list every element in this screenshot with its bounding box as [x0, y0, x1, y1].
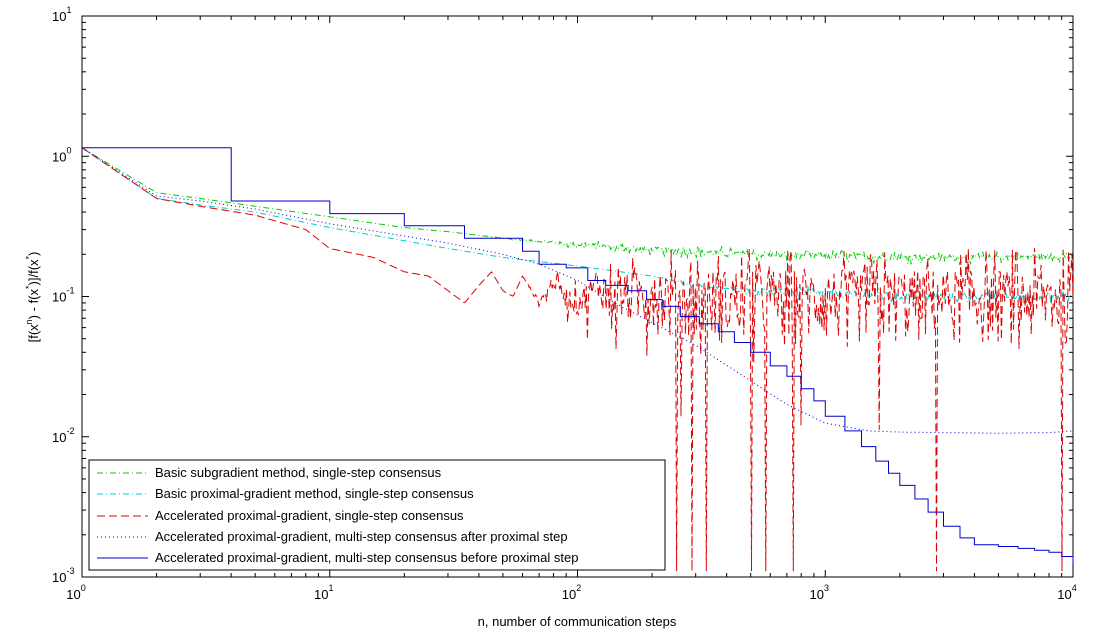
legend-box: [88, 459, 666, 571]
x-axis-label: n, number of communication steps: [478, 614, 677, 629]
legend: Basic subgradient method, single-step co…: [88, 459, 666, 571]
series-group: [81, 147, 1074, 572]
axis-ticks: 100 101 102 103 104 10-3 10-2 10-1 100 101: [52, 5, 1077, 602]
y-tick-label: 101: [52, 5, 71, 24]
legend-item: Accelerated proximal-gradient, multi-ste…: [97, 529, 568, 544]
y-tick-label: 10-2: [52, 426, 74, 445]
legend-item: Basic subgradient method, single-step co…: [97, 465, 442, 480]
x-tick-label: 100: [66, 583, 85, 602]
x-tick-label: 103: [810, 583, 829, 602]
legend-label: Accelerated proximal-gradient, single-st…: [155, 508, 464, 523]
legend-item: Basic proximal-gradient method, single-s…: [97, 486, 474, 501]
y-axis-label: [f(xn) - f(x*)]/f(x*): [24, 252, 41, 343]
x-tick-label: 101: [314, 583, 333, 602]
series-line-4: [81, 147, 1074, 434]
legend-label: Basic subgradient method, single-step co…: [155, 465, 442, 480]
x-tick-label: 102: [562, 583, 581, 602]
y-tick-label: 10-3: [52, 566, 74, 585]
series-line-3: [81, 147, 1074, 572]
legend-item: Accelerated proximal-gradient, single-st…: [97, 508, 464, 523]
y-tick-label: 100: [52, 145, 71, 164]
series-line-2: [81, 147, 1074, 305]
y-tick-label: 10-1: [52, 286, 74, 305]
x-tick-label: 104: [1057, 583, 1076, 602]
series-line-5: [82, 147, 1074, 564]
legend-label: Basic proximal-gradient method, single-s…: [155, 486, 474, 501]
legend-item: Accelerated proximal-gradient, multi-ste…: [97, 550, 578, 565]
legend-label: Accelerated proximal-gradient, multi-ste…: [155, 550, 578, 565]
series-line-1: [81, 147, 1074, 266]
legend-label: Accelerated proximal-gradient, multi-ste…: [155, 529, 568, 544]
